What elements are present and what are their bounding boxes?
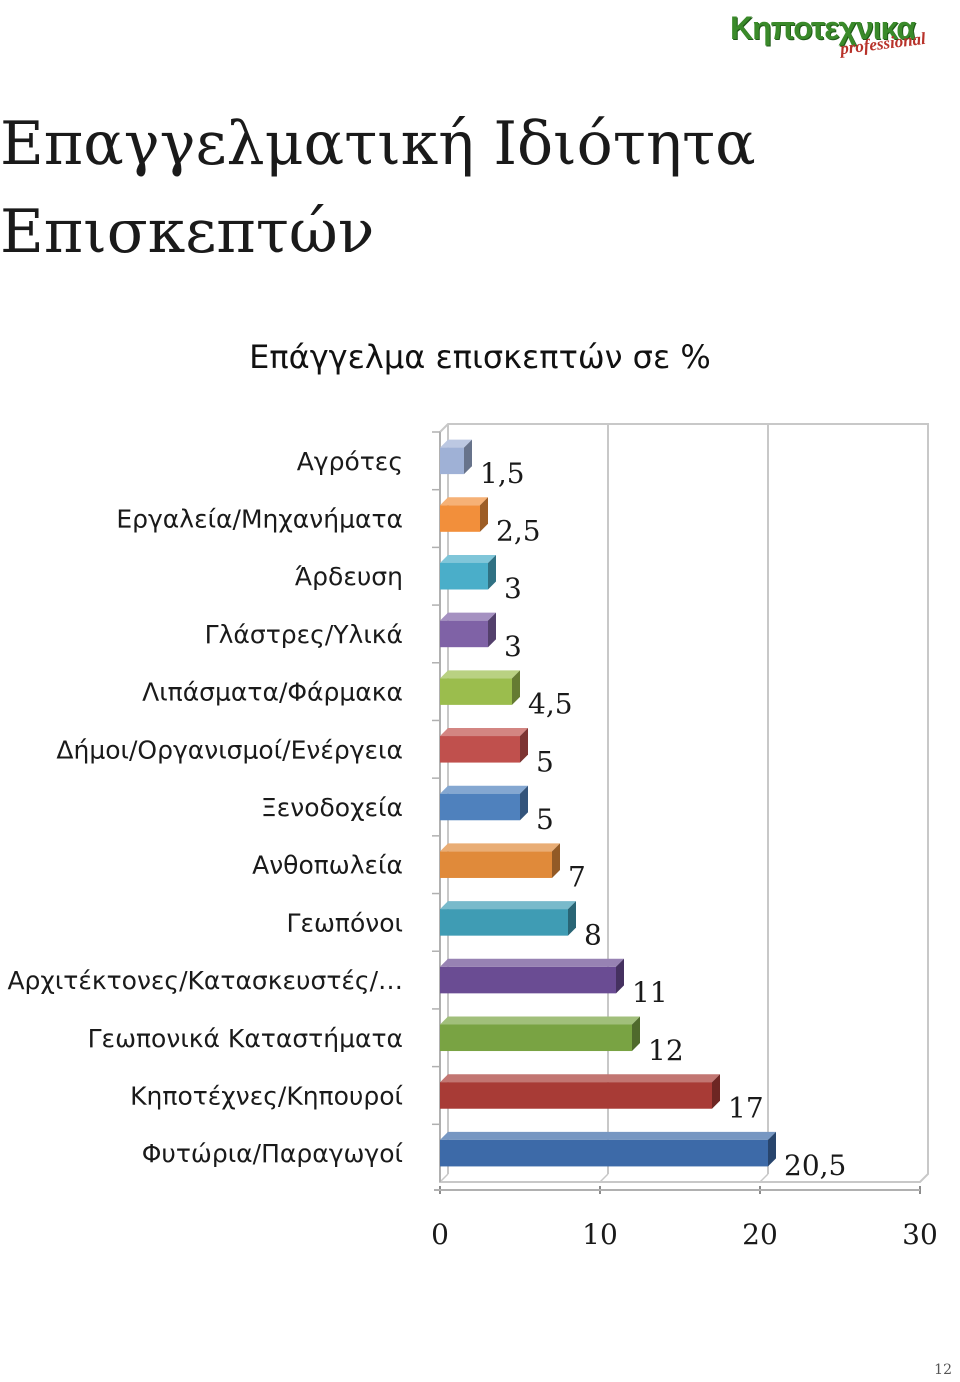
bar [440, 505, 480, 532]
bar-top-face [440, 785, 528, 794]
bar-top-face [440, 497, 488, 506]
data-label: 2,5 [496, 515, 541, 548]
bar [440, 1082, 712, 1109]
page-title: Επαγγελματική Ιδιότητα Επισκεπτών [0, 100, 900, 276]
bar [440, 1024, 632, 1052]
bar-top-face [440, 1074, 720, 1083]
logo-main-text: Κηποτεχνικα [730, 10, 916, 46]
bar [440, 966, 616, 994]
bar-side-face [616, 958, 624, 994]
data-label: 4,5 [528, 688, 573, 721]
data-label: 8 [584, 918, 602, 951]
data-label: 20,5 [784, 1149, 846, 1182]
bar [440, 736, 520, 763]
x-tick-label: 20 [742, 1218, 778, 1251]
data-label: 11 [632, 976, 668, 1009]
bar [440, 620, 488, 648]
category-label: Αγρότες [297, 447, 403, 476]
bar-side-face [768, 1131, 776, 1167]
data-label: 5 [536, 803, 554, 836]
bar-top-face [440, 843, 560, 852]
bar-side-face [568, 901, 576, 936]
x-tick-label: 10 [582, 1218, 618, 1251]
category-label: Ξενοδοχεία [261, 793, 403, 822]
chart-title: Επάγγελμα επισκεπτών σε % [249, 338, 711, 376]
bar-top-face [440, 901, 576, 910]
gridline-depth [759, 1173, 769, 1183]
bar-side-face [632, 1016, 640, 1052]
category-label: Εργαλεία/Μηχανήματα [116, 505, 403, 534]
bar-side-face [488, 554, 496, 590]
bar-top-face [440, 1131, 776, 1140]
data-label: 1,5 [480, 457, 525, 490]
page-title-line-2: Επισκεπτών [0, 197, 375, 267]
bar-top-face [440, 958, 624, 967]
data-label: 3 [504, 630, 522, 663]
gridline-depth [599, 1173, 609, 1183]
x-tick-label: 0 [431, 1218, 449, 1251]
bar-top-face [440, 670, 520, 679]
gridline-depth [439, 1173, 449, 1183]
bar-top-face [440, 554, 496, 563]
bar-top-face [440, 728, 528, 737]
page-number: 12 [934, 1362, 952, 1378]
category-label: Αρχιτέκτονες/Κατασκευστές/… [7, 966, 403, 995]
brand-logo: Κηποτεχνικα professional [730, 4, 945, 64]
category-label: Κηποτέχνες/Κηπουροί [130, 1081, 403, 1110]
bar [440, 909, 568, 936]
bar [440, 851, 552, 878]
category-label: Γλάστρες/Υλικά [205, 620, 403, 649]
category-label: Άρδευση [295, 562, 403, 591]
bar-top-face [440, 1016, 640, 1025]
category-label: Δήμοι/Οργανισμοί/Ενέργεια [56, 735, 403, 764]
bar-side-face [712, 1074, 720, 1109]
bar-top-face [440, 439, 472, 448]
x-tick-label: 30 [902, 1218, 938, 1251]
bar [440, 562, 488, 590]
category-label: Ανθοπωλεία [252, 851, 403, 880]
category-label: Γεωπόνοι [287, 908, 403, 937]
page-title-line-1: Επαγγελματική Ιδιότητα [0, 109, 756, 179]
bar-side-face [512, 670, 520, 705]
data-label: 17 [728, 1091, 764, 1124]
data-label: 7 [568, 861, 586, 894]
category-label: Φυτώρια/Παραγωγοί [142, 1139, 404, 1168]
category-label: Λιπάσματα/Φάρμακα [142, 678, 403, 707]
bar-side-face [520, 728, 528, 763]
gridline-depth [919, 1173, 929, 1183]
bar-top-face [440, 612, 496, 621]
category-label: Γεωπονικά Καταστήματα [88, 1024, 403, 1053]
bar-side-face [464, 439, 472, 475]
data-label: 3 [504, 572, 522, 605]
bar-side-face [480, 497, 488, 532]
bar [440, 678, 512, 705]
bar [440, 793, 520, 821]
bar [440, 1139, 768, 1167]
bar-side-face [520, 785, 528, 821]
bar [440, 447, 464, 475]
bar-side-face [552, 843, 560, 878]
data-label: 12 [648, 1034, 684, 1067]
data-label: 5 [536, 745, 554, 778]
bar-side-face [488, 612, 496, 648]
